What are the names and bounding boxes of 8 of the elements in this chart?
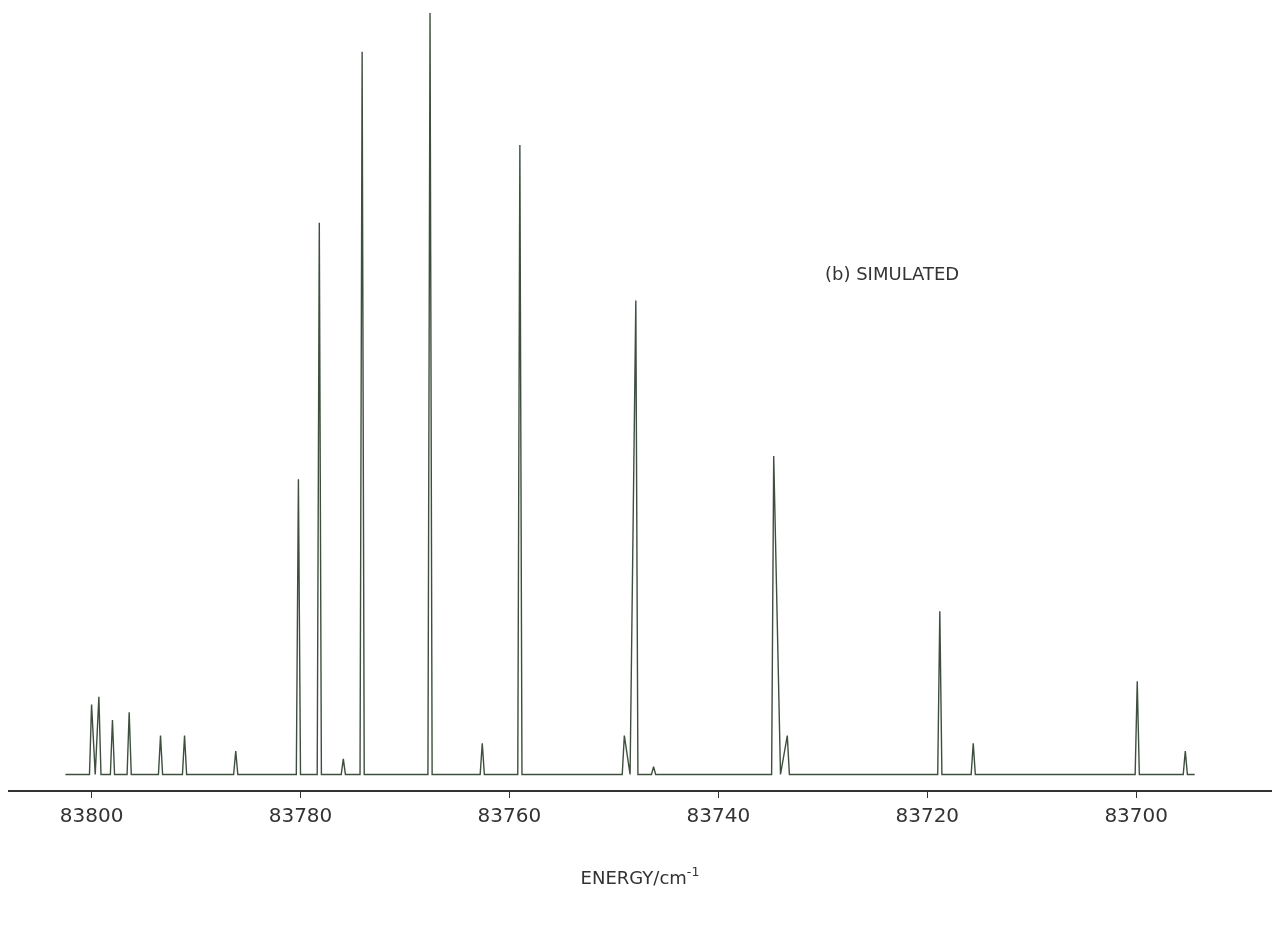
annotation: (b) SIMULATED	[825, 263, 960, 284]
x-axis-title: ENERGY/cm$^{-1}$	[580, 864, 700, 888]
x-tick-label: 83800	[59, 803, 124, 827]
x-tick-label: 83780	[268, 803, 333, 827]
x-tick-label: 83740	[686, 803, 751, 827]
x-tick-label: 83720	[895, 803, 960, 827]
x-tick-label: 83700	[1104, 803, 1169, 827]
x-tick-label: 83760	[477, 803, 542, 827]
